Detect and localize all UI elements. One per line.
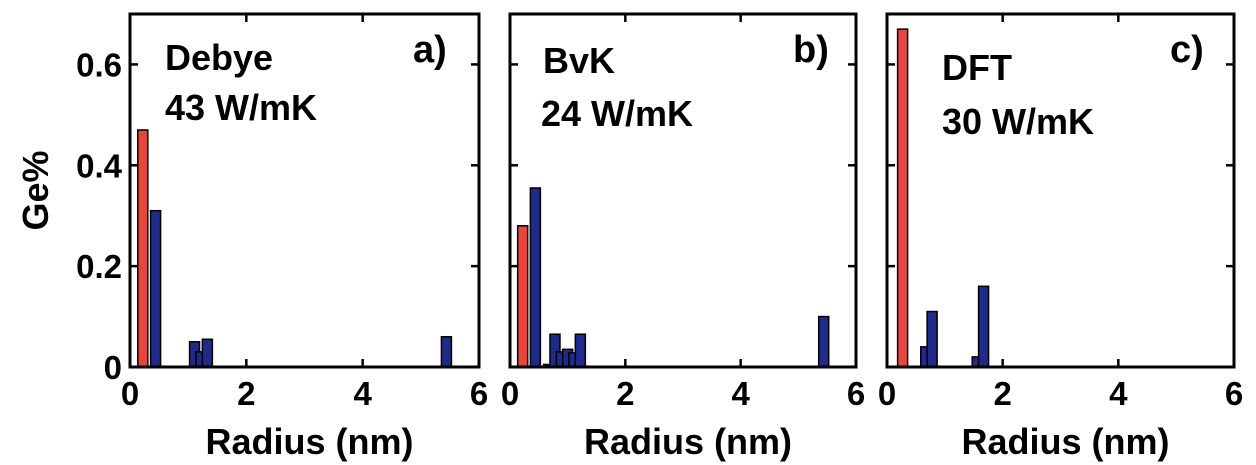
y-tick-label: 0 xyxy=(104,349,122,386)
bar-1-6 xyxy=(440,335,453,368)
bar-2-2 xyxy=(529,187,542,368)
panel-label: c) xyxy=(1170,29,1204,71)
panel-3 xyxy=(885,12,1236,369)
bar-3-1 xyxy=(896,28,909,368)
bar-3-3 xyxy=(926,310,938,368)
axes-frame-3 xyxy=(885,12,1236,369)
conductivity-label: 24 W/mK xyxy=(541,93,693,134)
conductivity-label: 43 W/mK xyxy=(165,87,317,128)
bar-2-1 xyxy=(516,225,529,368)
x-tick-label: 6 xyxy=(1225,375,1243,412)
bar-2-9 xyxy=(817,315,830,368)
x-axis-label: Radius (nm) xyxy=(205,421,413,462)
bar-1-1 xyxy=(137,129,149,368)
x-axis-label: Radius (nm) xyxy=(961,421,1169,462)
x-tick-label: 2 xyxy=(237,375,255,412)
y-tick-label: 0.2 xyxy=(76,248,122,285)
method-label: DFT xyxy=(942,47,1012,88)
conductivity-label: 30 W/mK xyxy=(942,101,1094,142)
y-tick-label: 0.6 xyxy=(76,46,122,83)
panel-label: b) xyxy=(793,29,829,71)
x-tick-label: 0 xyxy=(878,375,896,412)
panel-label: a) xyxy=(413,29,447,71)
panel-1 xyxy=(128,12,481,369)
x-tick-label: 2 xyxy=(616,375,634,412)
x-tick-label: 6 xyxy=(470,375,488,412)
x-tick-label: 4 xyxy=(731,375,750,412)
y-axis-label: Ge% xyxy=(15,150,56,230)
bar-2-8 xyxy=(574,333,587,368)
axes-frame-2 xyxy=(508,12,858,369)
x-tick-label: 0 xyxy=(121,375,139,412)
bar-1-2 xyxy=(149,209,162,368)
x-tick-label: 6 xyxy=(847,375,865,412)
x-tick-label: 4 xyxy=(353,375,372,412)
panel-2 xyxy=(508,12,858,369)
x-tick-label: 2 xyxy=(993,375,1011,412)
axes-frame-1 xyxy=(128,12,481,369)
method-label: Debye xyxy=(165,37,273,78)
x-axis-label: Radius (nm) xyxy=(584,421,792,462)
x-tick-label: 0 xyxy=(501,375,519,412)
bar-1-5 xyxy=(201,338,214,368)
method-label: BvK xyxy=(543,40,615,81)
y-tick-label: 0.4 xyxy=(76,147,123,184)
bar-3-5 xyxy=(977,285,990,368)
x-tick-label: 4 xyxy=(1109,375,1128,412)
